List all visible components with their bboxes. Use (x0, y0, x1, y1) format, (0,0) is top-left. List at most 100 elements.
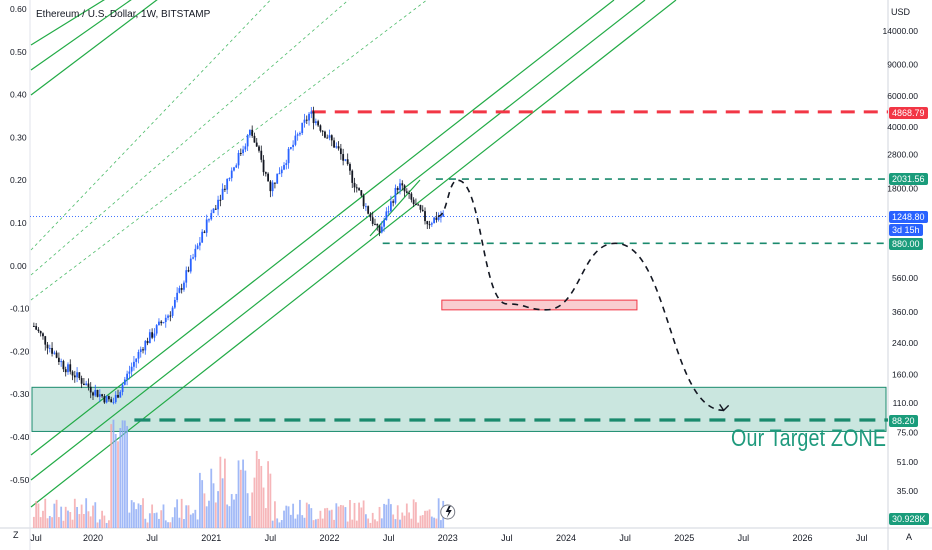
candle-body (415, 204, 417, 206)
volume-bar (346, 521, 349, 528)
left-scale-tick-2: 0.40 (10, 90, 27, 100)
candle-body (139, 349, 142, 353)
candle-body (187, 270, 190, 272)
volume-bar (367, 518, 370, 528)
left-scale-tick-3: 0.30 (10, 132, 27, 142)
volume-bar (405, 503, 408, 528)
volume-bar (353, 502, 356, 528)
candle-body (233, 167, 235, 171)
volume-bar (401, 512, 404, 528)
zoom-reset-button[interactable]: Z (13, 530, 19, 540)
left-scale-tick-11: -0.50 (10, 475, 30, 485)
candle-body (142, 349, 144, 351)
volume-bar (255, 450, 258, 528)
x-tick-0: Jul (30, 533, 42, 543)
volume-bar (155, 512, 158, 528)
volume-bar (364, 514, 367, 528)
volume-bar (194, 509, 197, 528)
volume-bar (362, 500, 365, 528)
candle-body (212, 208, 215, 214)
volume-bar (105, 522, 108, 528)
candle-body (183, 282, 185, 290)
volume-bar (326, 507, 329, 528)
candle-body (173, 299, 176, 308)
volume-bar (219, 456, 222, 528)
candle-body (351, 170, 354, 183)
volume-bar (214, 502, 217, 528)
candle-body (39, 331, 42, 334)
candle-body (419, 204, 422, 210)
volume-bar (94, 502, 97, 528)
candle-body (160, 321, 163, 324)
candle-body (167, 315, 169, 318)
volume-bar (44, 498, 47, 528)
candle-body (221, 188, 224, 200)
volume-bar (205, 506, 208, 528)
candle-body (399, 183, 401, 191)
candle-body (78, 372, 81, 379)
volume-bar (355, 520, 358, 528)
volume-bar (67, 510, 69, 528)
candle-body (317, 121, 320, 126)
volume-bar (187, 505, 190, 528)
candle-body (374, 223, 376, 225)
candle-body (203, 231, 206, 233)
auto-scale-button[interactable]: A (906, 532, 913, 542)
candle-body (253, 135, 256, 143)
candle-body (108, 396, 110, 400)
volume-bar (89, 516, 92, 528)
x-tick-8: Jul (501, 533, 513, 543)
candle-body (130, 366, 133, 372)
volume-bar (42, 510, 44, 528)
candle-body (158, 321, 160, 326)
candle-body (126, 373, 129, 380)
candle-body (89, 386, 92, 393)
volume-bar (96, 522, 99, 528)
volume-bar (335, 503, 338, 528)
volume-bar (349, 500, 351, 528)
volume-bar (276, 518, 279, 528)
volume-bar (330, 509, 333, 528)
candle-body (330, 135, 333, 141)
candle-body (364, 206, 367, 208)
volume-bar (410, 518, 413, 528)
candle-body (217, 199, 219, 210)
volume-bar (394, 519, 397, 528)
candle-body (296, 134, 299, 136)
candle-body (60, 361, 63, 363)
volume-bar (169, 522, 172, 528)
candle-body (328, 135, 331, 138)
volume-bar (146, 522, 149, 528)
candle-body (244, 146, 247, 150)
candle-body (235, 165, 238, 168)
candle-body (114, 394, 117, 403)
candle-body (185, 270, 188, 283)
volume-bar (392, 514, 395, 528)
candle-body (196, 245, 199, 249)
candle-body (105, 396, 108, 403)
candle-body (371, 217, 374, 224)
candle-body (135, 358, 138, 362)
candle-body (278, 173, 281, 175)
candle-body (326, 137, 329, 139)
volume-bar (233, 499, 235, 528)
right-scale-tick-12: 75.00 (897, 427, 919, 437)
volume-bar (253, 477, 256, 528)
volume-bar (39, 517, 42, 528)
price-label-880: 880.00 (889, 238, 923, 250)
volume-bar (208, 500, 210, 528)
volume-bar (117, 441, 119, 528)
candle-body (44, 336, 47, 345)
candle-body (155, 325, 158, 334)
volume-bar (283, 510, 285, 528)
candle-body (171, 307, 174, 316)
volume-bar (112, 419, 115, 528)
candle-body (358, 188, 360, 191)
channel-line-5 (30, 0, 677, 508)
x-tick-3: 2021 (201, 533, 221, 543)
candle-body (269, 181, 272, 192)
candle-body (405, 191, 408, 193)
candle-body (119, 391, 122, 398)
